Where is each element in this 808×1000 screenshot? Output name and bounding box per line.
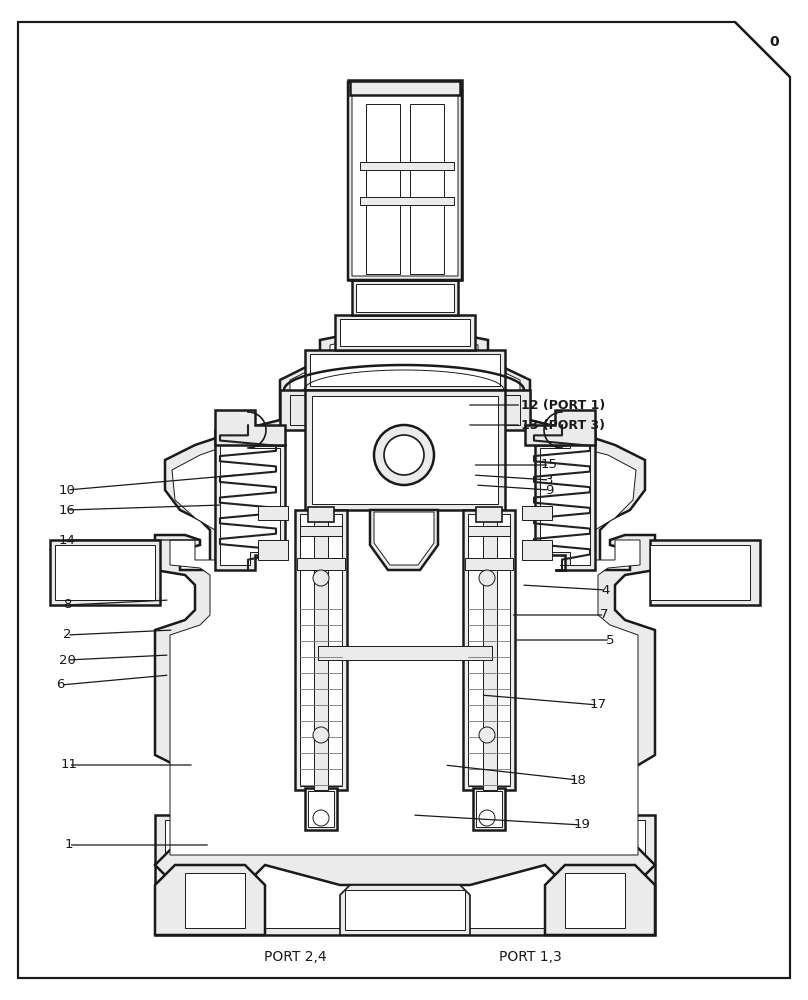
Polygon shape — [220, 433, 280, 565]
Bar — [312, 396, 498, 504]
Text: 19: 19 — [574, 818, 590, 832]
Polygon shape — [535, 430, 595, 570]
Bar — [295, 510, 347, 790]
Circle shape — [479, 810, 495, 826]
Bar — [305, 390, 505, 510]
Polygon shape — [170, 332, 640, 855]
Polygon shape — [525, 410, 595, 445]
Text: 11: 11 — [60, 758, 78, 772]
Bar — [522, 540, 552, 560]
Circle shape — [384, 435, 424, 475]
Bar — [465, 558, 513, 570]
Circle shape — [313, 727, 329, 743]
Bar — [565, 873, 625, 928]
Bar — [483, 510, 497, 790]
Bar — [522, 506, 552, 520]
Bar — [60, 550, 150, 595]
Text: 14: 14 — [59, 534, 75, 546]
Text: 8: 8 — [63, 598, 71, 611]
Bar — [50, 540, 160, 605]
Bar — [476, 791, 502, 827]
Bar — [300, 526, 342, 536]
Bar — [348, 80, 462, 280]
Text: 15: 15 — [541, 458, 558, 472]
Bar — [340, 319, 470, 346]
Bar — [360, 197, 454, 205]
Polygon shape — [155, 315, 655, 885]
Bar — [468, 526, 510, 536]
Polygon shape — [155, 865, 265, 935]
Text: 2: 2 — [63, 629, 71, 642]
Bar — [356, 284, 454, 312]
Bar — [300, 514, 342, 786]
Bar — [290, 395, 520, 425]
Bar — [185, 873, 245, 928]
Bar — [305, 350, 505, 390]
Text: PORT 1,3: PORT 1,3 — [499, 950, 562, 964]
Text: 12 (PORT 1): 12 (PORT 1) — [521, 398, 605, 412]
Bar — [318, 646, 492, 660]
Text: 7: 7 — [600, 608, 608, 621]
Circle shape — [374, 425, 434, 485]
Polygon shape — [340, 885, 470, 935]
Bar — [650, 545, 750, 600]
Bar — [650, 540, 760, 605]
Bar — [345, 890, 465, 930]
Polygon shape — [18, 22, 790, 978]
Text: 20: 20 — [59, 654, 75, 666]
Text: 1: 1 — [65, 838, 73, 852]
Text: 10: 10 — [59, 484, 75, 496]
Bar — [352, 280, 458, 315]
Bar — [258, 506, 288, 520]
Bar — [468, 514, 510, 786]
Bar — [310, 354, 500, 386]
Bar — [314, 510, 328, 790]
Bar — [165, 820, 645, 928]
Text: 16: 16 — [59, 504, 75, 516]
Bar — [410, 104, 444, 274]
Polygon shape — [215, 410, 285, 445]
Circle shape — [479, 727, 495, 743]
Bar — [258, 540, 288, 560]
Bar — [352, 84, 458, 276]
Text: 9: 9 — [545, 484, 553, 496]
Polygon shape — [540, 433, 590, 565]
Text: 6: 6 — [57, 678, 65, 692]
Text: 17: 17 — [589, 698, 607, 712]
Circle shape — [313, 570, 329, 586]
Bar — [308, 507, 334, 522]
Bar — [308, 791, 334, 827]
Bar — [335, 315, 475, 350]
Circle shape — [479, 570, 495, 586]
Text: PORT 2,4: PORT 2,4 — [263, 950, 326, 964]
Bar — [360, 162, 454, 170]
Text: 13 (PORT 3): 13 (PORT 3) — [521, 418, 605, 432]
Text: 0: 0 — [769, 35, 779, 49]
Bar — [473, 788, 505, 830]
Text: 3: 3 — [545, 474, 553, 487]
Polygon shape — [348, 82, 462, 280]
Bar — [463, 510, 515, 790]
Bar — [305, 788, 337, 830]
Text: 4: 4 — [602, 584, 610, 596]
Bar — [476, 507, 502, 522]
Bar — [155, 815, 655, 935]
Text: 18: 18 — [570, 774, 586, 786]
Polygon shape — [374, 512, 434, 565]
Polygon shape — [215, 430, 285, 570]
Circle shape — [313, 810, 329, 826]
Bar — [350, 81, 460, 95]
Polygon shape — [352, 84, 458, 276]
Text: 5: 5 — [606, 634, 614, 647]
Bar — [55, 545, 155, 600]
Bar — [280, 390, 530, 430]
Polygon shape — [370, 510, 438, 570]
Polygon shape — [545, 865, 655, 935]
Bar — [297, 558, 345, 570]
Bar — [366, 104, 400, 274]
